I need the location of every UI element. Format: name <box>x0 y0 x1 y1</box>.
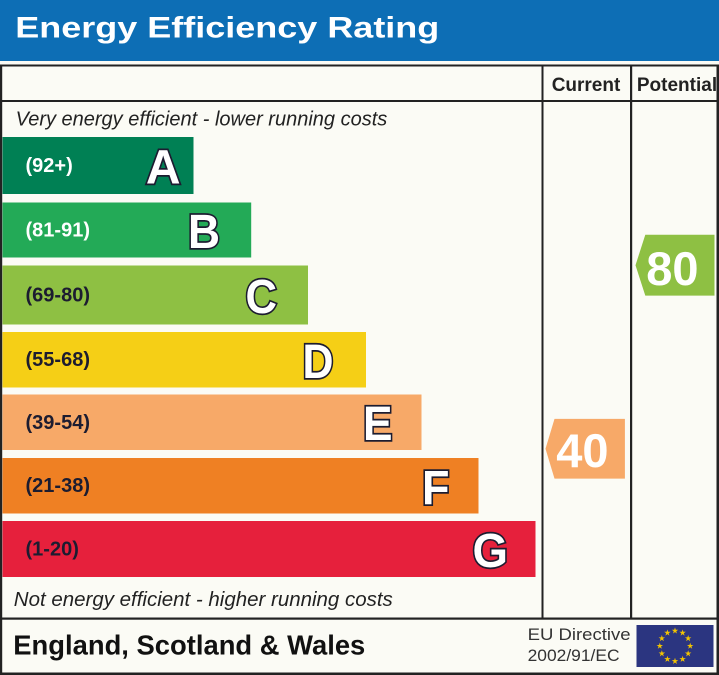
svg-text:(55-68): (55-68) <box>26 349 90 371</box>
svg-text:EU Directive: EU Directive <box>528 625 631 644</box>
svg-text:Not energy efficient - higher: Not energy efficient - higher running co… <box>14 589 393 611</box>
svg-text:2002/91/EC: 2002/91/EC <box>528 646 620 665</box>
svg-text:B: B <box>188 206 220 259</box>
svg-text:(21-38): (21-38) <box>26 475 90 497</box>
svg-text:E: E <box>363 398 393 451</box>
svg-text:(92+): (92+) <box>26 155 73 177</box>
svg-text:Potential: Potential <box>637 75 717 96</box>
svg-text:(39-54): (39-54) <box>26 412 90 434</box>
svg-text:(1-20): (1-20) <box>26 539 79 561</box>
svg-text:F: F <box>422 462 450 515</box>
svg-text:Very energy efficient - lower: Very energy efficient - lower running co… <box>16 109 388 131</box>
svg-text:England, Scotland & Wales: England, Scotland & Wales <box>13 629 365 660</box>
svg-text:C: C <box>246 271 278 324</box>
svg-text:(69-80): (69-80) <box>26 285 90 307</box>
svg-text:D: D <box>303 336 334 389</box>
svg-text:(81-91): (81-91) <box>26 220 90 242</box>
svg-text:G: G <box>473 525 509 578</box>
svg-text:A: A <box>146 142 181 195</box>
svg-text:Energy Efficiency Rating: Energy Efficiency Rating <box>15 11 439 44</box>
svg-text:80: 80 <box>646 242 698 295</box>
svg-text:Current: Current <box>552 75 621 96</box>
svg-text:40: 40 <box>556 424 608 477</box>
